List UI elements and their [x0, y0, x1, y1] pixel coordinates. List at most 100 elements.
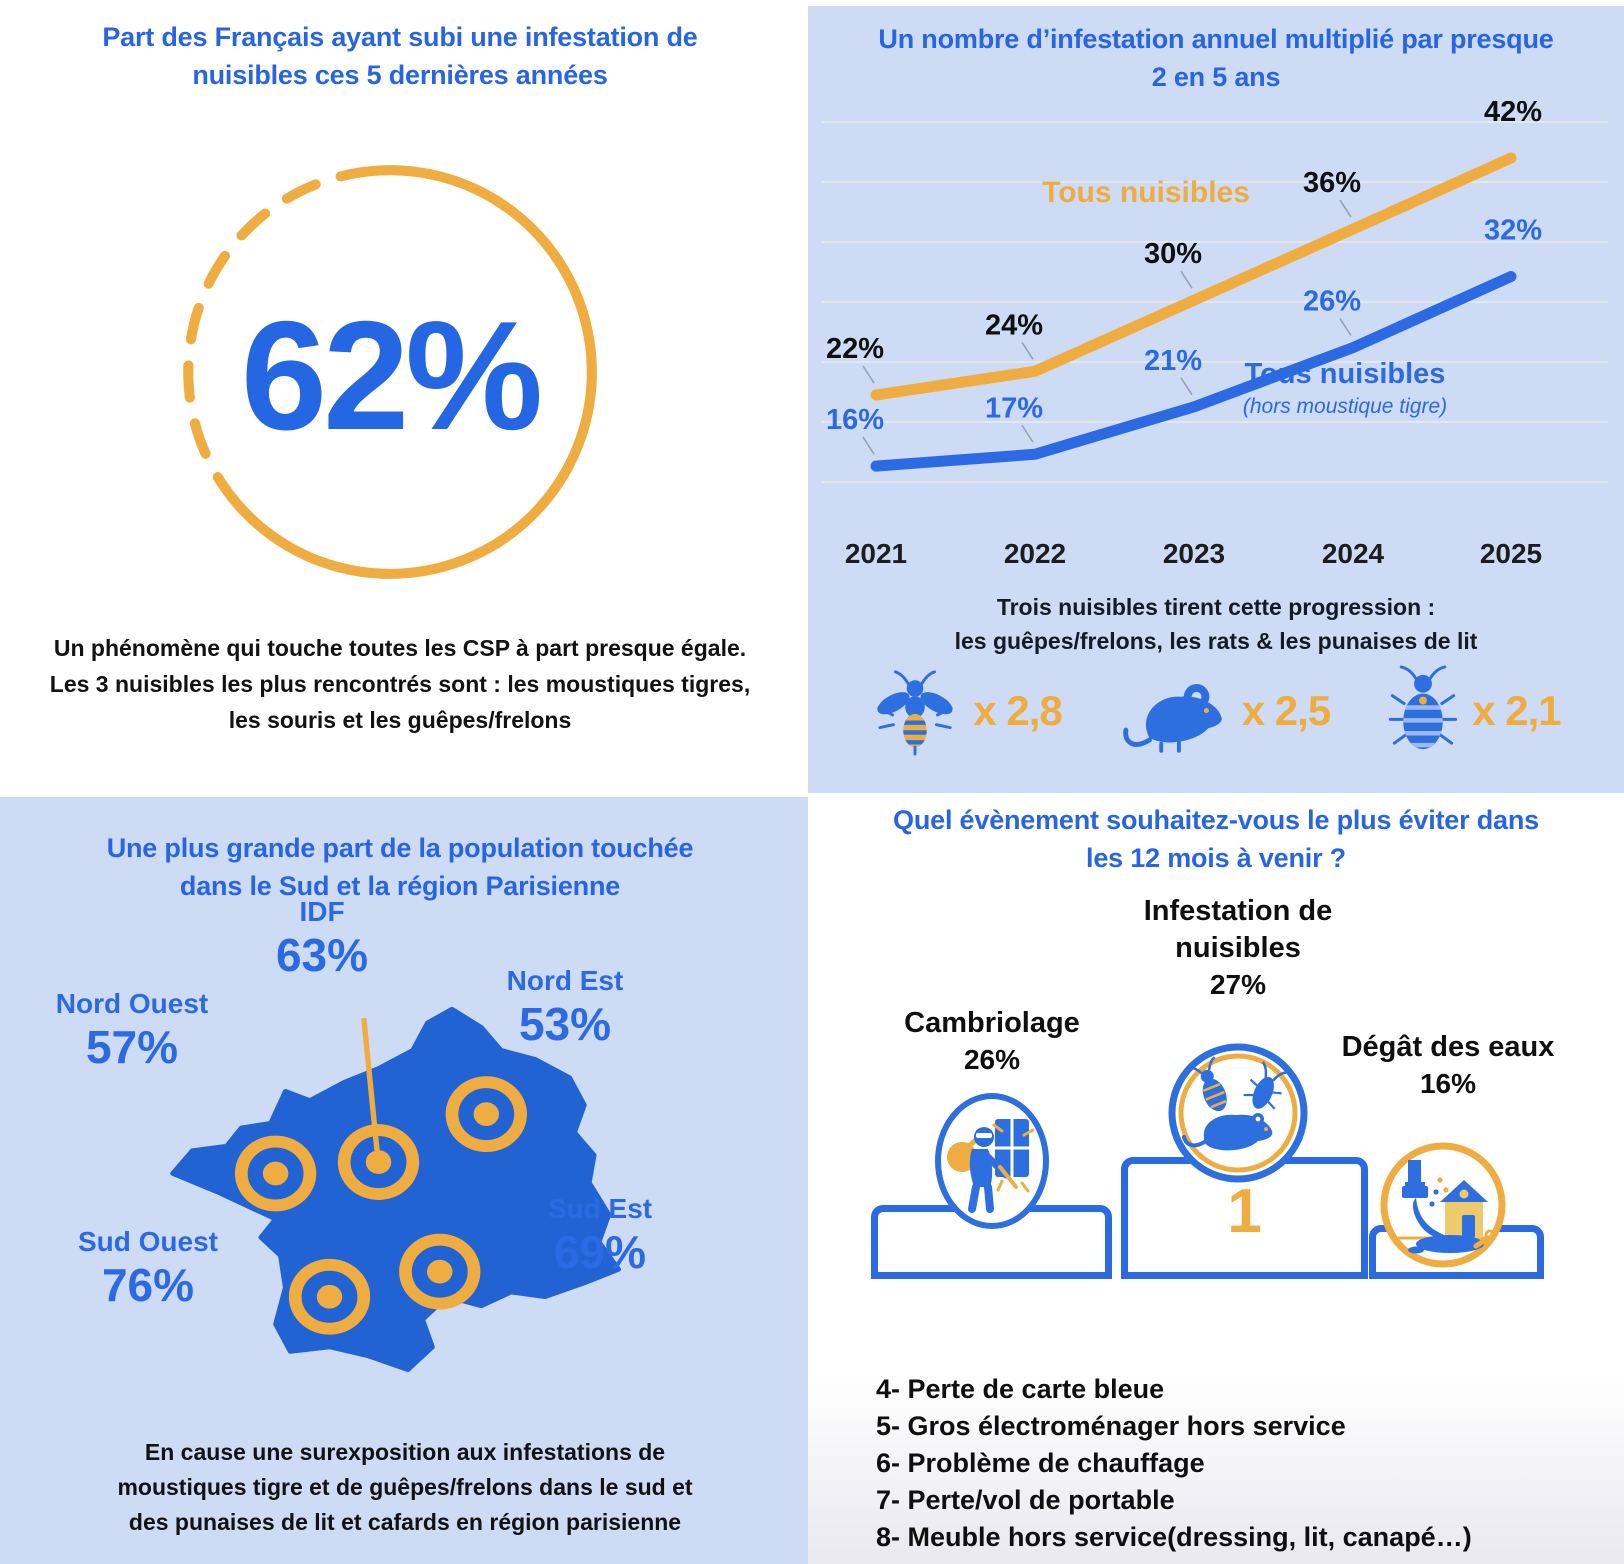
- map-marker-idf: [337, 1124, 420, 1200]
- note-line: les guêpes/frelons, les rats & les punai…: [954, 628, 1478, 654]
- svg-text:30%: 30%: [1144, 238, 1202, 270]
- rat-icon: [1123, 684, 1222, 753]
- note-line: En cause une surexposition aux infestati…: [144, 1439, 666, 1465]
- svg-text:21%: 21%: [1144, 345, 1202, 377]
- svg-text:2024: 2024: [1322, 538, 1385, 569]
- svg-text:2023: 2023: [1163, 538, 1225, 569]
- water-damage-icon: [1380, 1142, 1506, 1268]
- france-map: [170, 1006, 622, 1373]
- title-line: Une plus grande part de la population to…: [106, 833, 694, 863]
- burglar-icon: [935, 1093, 1049, 1229]
- svg-text:2021: 2021: [845, 538, 907, 569]
- title-line: 2 en 5 ans: [1151, 62, 1281, 92]
- region-sud-est: Sud Est 69%: [480, 1192, 720, 1278]
- region-name: Nord Est: [506, 965, 624, 996]
- multiplier-value: x 2,8: [973, 687, 1062, 734]
- region-value: 76%: [101, 1259, 195, 1311]
- panel-events-ranking: Quel évènement souhaitez-vous le plus év…: [808, 793, 1624, 1564]
- multiplier-value: x 2,5: [1241, 687, 1331, 734]
- svg-text:Tous nuisibles: Tous nuisibles: [1042, 176, 1250, 209]
- other-events-list: 4- Perte de carte bleue 5- Gros électrom…: [876, 1371, 1472, 1556]
- event-value: 16%: [1419, 1068, 1477, 1099]
- event-name: Infestation de: [1143, 895, 1333, 927]
- panel-annual-trend: Un nombre d’infestation annuel multiplié…: [808, 6, 1624, 793]
- event-value: 27%: [1209, 969, 1267, 1000]
- event-name: Dégât des eaux: [1341, 1031, 1555, 1063]
- podium-rank-number: 1: [1227, 1177, 1262, 1246]
- svg-text:26%: 26%: [1303, 286, 1361, 318]
- list-item: 5- Gros électroménager hors service: [876, 1411, 1346, 1441]
- panel-note: En cause une surexposition aux infestati…: [55, 1435, 755, 1540]
- title-line: nuisibles ces 5 dernières années: [192, 60, 608, 90]
- map-marker-nord-ouest: [234, 1135, 317, 1212]
- list-item: 4- Perte de carte bleue: [876, 1374, 1165, 1404]
- note-line: Un phénomène qui touche toutes les CSP à…: [53, 635, 747, 661]
- title-line: Part des Français ayant subi une infesta…: [102, 22, 698, 52]
- multiplier-value: x 2,1: [1472, 687, 1561, 734]
- svg-text:Tous nuisibles: Tous nuisibles: [1245, 358, 1446, 390]
- event-name: Cambriolage: [904, 1007, 1080, 1039]
- region-value: 57%: [85, 1021, 179, 1073]
- title-line: Un nombre d’infestation annuel multiplié…: [878, 24, 1554, 54]
- region-idf: IDF 63%: [222, 895, 422, 981]
- panel-infestation-share: Part des Français ayant subi une infesta…: [0, 0, 808, 793]
- note-line: des punaises de lit et cafards en région…: [128, 1509, 682, 1535]
- svg-text:16%: 16%: [826, 404, 884, 436]
- event-cambriolage-label: Cambriolage 26%: [882, 1005, 1102, 1078]
- title-line: Quel évènement souhaitez-vous le plus év…: [893, 805, 1539, 835]
- region-nord-est: Nord Est 53%: [445, 964, 685, 1050]
- region-nord-ouest: Nord Ouest 57%: [12, 987, 252, 1073]
- title-line: dans le Sud et la région Parisienne: [179, 871, 621, 901]
- region-name: IDF: [299, 896, 345, 927]
- event-degat-label: Dégât des eaux 16%: [1333, 1029, 1563, 1102]
- wasp-icon: [877, 670, 954, 756]
- map-marker-sud-est: [399, 1233, 481, 1310]
- panel-title: Une plus grande part de la population to…: [30, 829, 770, 905]
- svg-text:32%: 32%: [1484, 215, 1542, 247]
- multiplier-wasp: x 2,8: [871, 665, 1063, 757]
- big-number-value: 62%: [240, 289, 543, 462]
- region-value: 69%: [553, 1226, 647, 1278]
- list-item: 8- Meuble hors service(dressing, lit, ca…: [876, 1522, 1472, 1552]
- event-name: nuisibles: [1175, 932, 1301, 964]
- note-line: Les 3 nuisibles les plus rencontrés sont…: [49, 671, 751, 697]
- region-name: Nord Ouest: [55, 988, 209, 1019]
- bedbug-icon: [1389, 665, 1458, 750]
- region-sud-ouest: Sud Ouest 76%: [28, 1225, 268, 1311]
- region-name: Sud Ouest: [77, 1226, 218, 1257]
- multiplier-rat: x 2,5: [1120, 669, 1331, 753]
- title-line: les 12 mois à venir ?: [1086, 843, 1346, 873]
- list-item: 7- Perte/vol de portable: [876, 1485, 1175, 1515]
- event-infestation-label: Infestation de nuisibles 27%: [1098, 893, 1378, 1003]
- event-value: 26%: [963, 1044, 1021, 1075]
- panel-note: Un phénomène qui touche toutes les CSP à…: [20, 630, 780, 738]
- dashed-circle: [183, 165, 597, 579]
- svg-text:17%: 17%: [985, 392, 1043, 424]
- panel-title: Un nombre d’infestation annuel multiplié…: [816, 20, 1616, 96]
- chart-annotation: Trois nuisibles tirent cette progression…: [836, 590, 1596, 658]
- note-line: Trois nuisibles tirent cette progression…: [996, 594, 1436, 620]
- panel-title: Quel évènement souhaitez-vous le plus év…: [816, 801, 1616, 877]
- panel-regions-map: Une plus grande part de la population to…: [0, 797, 810, 1564]
- panel-title: Part des Français ayant subi une infesta…: [30, 18, 770, 94]
- list-item: 6- Problème de chauffage: [876, 1448, 1205, 1478]
- svg-text:42%: 42%: [1484, 101, 1542, 128]
- multiplier-bedbug: x 2,1: [1388, 664, 1562, 758]
- svg-text:36%: 36%: [1303, 167, 1361, 199]
- line-chart: 22% 24% 30% 36% 42% 16% 17% 21% 26% 32% 2021 2022 20…: [822, 101, 1608, 569]
- svg-text:(hors moustique tigre): (hors moustique tigre): [1243, 395, 1447, 418]
- region-name: Sud Est: [547, 1193, 653, 1224]
- svg-text:24%: 24%: [985, 309, 1043, 341]
- region-value: 63%: [275, 929, 369, 981]
- note-line: les souris et les guêpes/frelons: [228, 707, 572, 733]
- svg-text:22%: 22%: [826, 333, 884, 365]
- svg-text:2022: 2022: [1004, 538, 1066, 569]
- map-marker-sud-ouest: [288, 1258, 371, 1335]
- multipliers-row: x 2,8 x 2,5: [818, 661, 1614, 761]
- pests-icon: [1168, 1043, 1308, 1183]
- note-line: moustiques tigre et de guêpes/frelons da…: [117, 1474, 693, 1500]
- map-marker-nord-est: [445, 1076, 527, 1153]
- region-value: 53%: [518, 998, 612, 1050]
- svg-text:2025: 2025: [1480, 538, 1542, 569]
